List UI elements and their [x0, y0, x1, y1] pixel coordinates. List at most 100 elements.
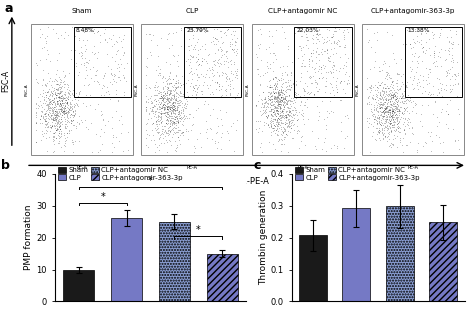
Point: [412, 70, 419, 75]
Point: [159, 75, 167, 80]
Point: [292, 31, 299, 36]
Point: [274, 121, 282, 126]
Point: [171, 82, 178, 87]
Point: [54, 82, 61, 87]
Point: [266, 77, 273, 82]
Point: [224, 56, 231, 61]
Point: [292, 95, 300, 100]
Point: [38, 109, 46, 114]
Point: [174, 111, 182, 116]
Point: [222, 33, 229, 38]
Point: [159, 131, 167, 137]
Point: [124, 130, 132, 135]
Point: [48, 108, 55, 113]
Point: [273, 110, 281, 115]
Point: [189, 83, 197, 88]
Point: [454, 70, 462, 75]
Point: [71, 103, 78, 108]
Point: [381, 134, 389, 139]
Point: [453, 93, 461, 98]
Point: [394, 71, 401, 77]
Point: [409, 124, 416, 130]
Point: [157, 112, 165, 117]
Point: [233, 66, 240, 71]
Point: [391, 103, 398, 108]
Point: [46, 110, 54, 115]
Point: [191, 145, 199, 150]
Point: [112, 88, 119, 93]
Point: [32, 101, 39, 107]
Point: [51, 113, 59, 118]
Point: [380, 94, 388, 100]
Point: [59, 110, 66, 115]
Point: [177, 90, 184, 95]
Point: [377, 89, 384, 94]
Point: [167, 120, 174, 125]
Point: [55, 94, 62, 100]
Point: [382, 97, 389, 102]
Point: [45, 116, 53, 122]
Point: [297, 70, 305, 75]
Point: [43, 33, 50, 39]
Point: [313, 45, 320, 50]
Point: [64, 110, 72, 115]
Point: [329, 51, 337, 56]
Point: [267, 96, 275, 101]
Point: [70, 114, 77, 119]
Point: [49, 88, 56, 93]
Point: [281, 97, 288, 102]
Point: [285, 92, 293, 97]
Point: [378, 128, 386, 133]
Point: [153, 115, 160, 120]
Point: [269, 69, 276, 74]
Point: [149, 121, 157, 126]
Point: [152, 93, 160, 98]
Point: [215, 73, 223, 78]
Point: [143, 120, 151, 125]
Point: [188, 77, 196, 82]
Point: [150, 104, 158, 109]
Point: [378, 79, 386, 85]
Point: [169, 109, 176, 114]
Point: [174, 84, 182, 89]
Point: [170, 99, 177, 104]
Point: [382, 125, 389, 130]
Point: [173, 80, 180, 85]
Point: [381, 109, 388, 114]
Point: [167, 80, 175, 85]
Point: [419, 45, 427, 50]
Point: [260, 102, 267, 107]
Point: [46, 100, 54, 105]
Point: [396, 137, 404, 142]
Point: [70, 117, 77, 122]
Point: [194, 37, 202, 42]
Point: [107, 70, 115, 76]
Point: [57, 94, 64, 99]
Point: [336, 55, 344, 60]
Point: [208, 77, 216, 82]
Point: [142, 72, 150, 77]
Point: [437, 55, 444, 60]
Point: [62, 104, 69, 109]
Point: [388, 114, 396, 119]
Point: [385, 88, 392, 93]
Point: [77, 62, 85, 67]
Point: [148, 99, 155, 104]
Point: [50, 123, 58, 128]
Point: [396, 136, 403, 141]
Point: [267, 109, 274, 114]
Point: [443, 72, 451, 77]
Point: [271, 117, 278, 122]
Point: [365, 116, 373, 121]
Point: [53, 99, 61, 104]
Point: [56, 103, 64, 108]
Point: [261, 108, 268, 113]
Point: [151, 93, 158, 98]
Point: [425, 36, 432, 41]
Point: [77, 45, 85, 50]
Point: [48, 90, 55, 95]
Point: [377, 104, 384, 109]
Point: [173, 103, 181, 108]
Point: [281, 112, 288, 117]
Point: [312, 79, 319, 85]
